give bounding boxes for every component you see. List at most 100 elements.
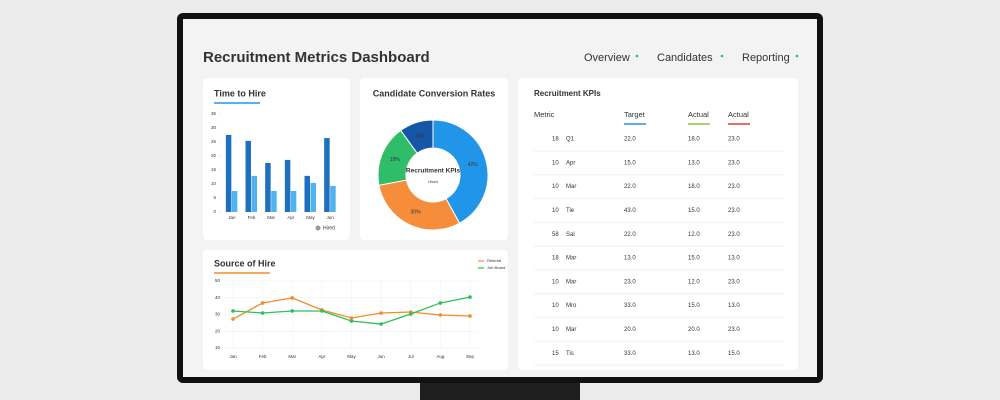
line-point [231,317,235,321]
table-cell: 13.0 [728,303,740,309]
table-cell: 10 [552,327,559,333]
y-tick-label: 20 [211,153,217,158]
slice-label: 42% [468,162,479,168]
line-point [260,311,265,315]
table-cell: 10 [552,160,559,166]
x-tick-label: Aug [436,354,445,359]
y-tick-label: 10 [215,345,221,350]
bar [284,159,291,212]
bar [330,185,336,212]
y-tick-label: 30 [211,125,217,130]
bar [245,140,251,212]
line-point [408,312,413,316]
table-cell: 18 [552,137,559,143]
line-point [290,296,295,300]
table-cell: 13.0 [688,351,700,357]
card-title: Time to Hire [214,88,266,98]
y-tick-label: 40 [215,295,221,300]
card-title: Recruitment KPIs [534,89,601,98]
nav-item: Reporting [742,52,790,64]
table-cell: 18 [552,256,559,262]
column-header: Metric [534,110,555,119]
table-cell: Apr [566,160,575,166]
legend-label: Job Board [487,265,505,270]
table-cell: 12.0 [688,279,700,285]
slice-label: 10% [415,133,426,139]
pie-slice [377,129,418,186]
line-point [349,319,354,323]
table-cell: 22.0 [624,137,636,143]
table-cell: 18.0 [688,137,700,143]
y-tick-label: 10 [211,181,217,186]
x-tick-label: Mar [288,354,296,359]
slice-label: 18% [390,157,401,163]
legend-label: Referral [487,258,501,263]
x-tick-label: Jul [408,354,414,359]
card-title: Candidate Conversion Rates [373,88,496,98]
x-tick-label: May [347,354,356,359]
line-point [231,309,235,313]
y-tick-label: 15 [211,167,217,172]
table-cell: Sal [566,232,575,238]
table-cell: 15 [552,351,559,357]
table-cell: 23.0 [728,279,740,285]
bar [265,163,271,212]
y-tick-label: 5 [213,195,216,200]
table-cell: 23.0 [624,279,636,285]
dashboard-title: Recruitment Metrics Dashboard [203,49,430,66]
line-point [438,301,443,305]
column-header: Target [624,110,646,119]
table-cell: 23.0 [728,184,740,190]
line-point [468,314,472,318]
table-cell: 23.0 [728,137,740,143]
nav-item: Candidates [657,52,713,64]
x-tick-label: Apr [318,354,326,359]
table-cell: Mar [566,256,576,262]
table-cell: 13.0 [624,256,636,262]
line-point [260,301,265,305]
table-cell: 33.0 [624,303,636,309]
bar [290,191,297,212]
x-tick-label: Sep [466,354,475,359]
card-title: Source of Hire [214,258,276,268]
table-cell: 13.0 [688,160,700,166]
nav-dot [795,54,799,58]
column-header: Actual [728,110,749,119]
table-cell: 23.0 [728,232,740,238]
table-cell: 23.0 [728,160,740,166]
table-cell: 43.0 [624,208,636,214]
line-point [290,309,295,313]
x-tick-label: Feb [259,354,267,359]
y-tick-label: 50 [215,278,221,283]
x-tick-label: Mar [267,215,275,220]
x-tick-label: Jun [327,215,335,220]
table-cell: Q1 [566,137,575,143]
bar [231,191,238,212]
table-cell: 20.0 [688,327,700,333]
table-cell: Mar [566,279,576,285]
column-header: Actual [688,110,709,119]
nav-dot [720,54,724,58]
table-cell: 20.0 [624,327,636,333]
x-tick-label: Jan [228,215,236,220]
x-tick-label: Apr [287,215,295,220]
bar [251,175,257,212]
x-tick-label: Feb [248,215,256,220]
y-tick-label: 0 [213,209,216,214]
line-point [320,309,324,313]
pie-slice [432,119,489,224]
center-label: Recruitment KPIs [406,168,461,175]
table-cell: 15.0 [688,256,700,262]
table-cell: 10 [552,303,559,309]
table-cell: Tie [566,208,575,214]
table-cell: Mro [566,303,577,309]
bar [324,138,330,212]
monitor-stand [420,380,580,400]
slice-label: 30% [411,209,422,215]
bar [225,135,232,212]
line-point [379,322,383,326]
table-cell: 12.0 [688,232,700,238]
card [203,250,508,370]
